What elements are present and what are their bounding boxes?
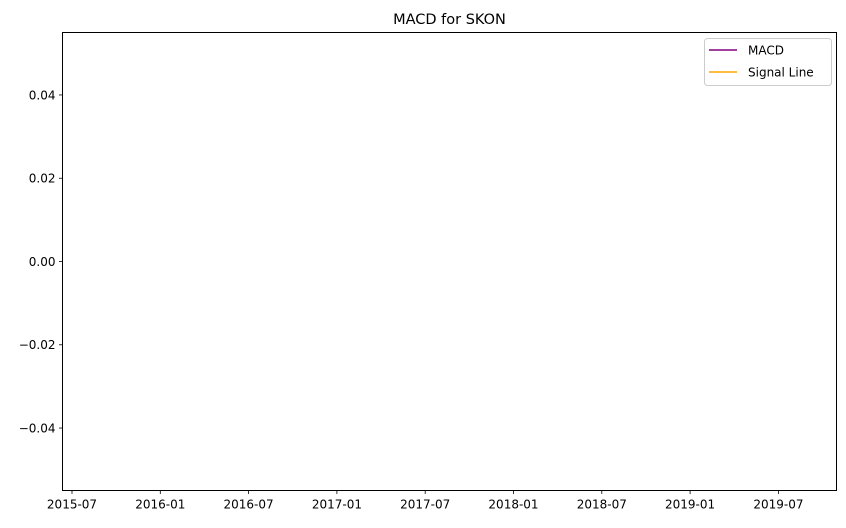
x-tick-label: 2018-07 <box>577 498 627 512</box>
x-tick-label: 2016-07 <box>224 498 274 512</box>
x-tick-label: 2017-07 <box>400 498 450 512</box>
y-tick-label: 0.02 <box>29 172 56 186</box>
x-tick-label: 2016-01 <box>135 498 185 512</box>
x-tick-label: 2015-07 <box>47 498 97 512</box>
chart-title: MACD for SKON <box>393 12 506 28</box>
y-axis: 0.04 0.02 0.00 −0.02 −0.04 <box>19 88 63 435</box>
x-axis: 2015-07 2016-01 2016-07 2017-01 2017-07 2018-… <box>47 490 803 512</box>
y-tick-label: −0.04 <box>19 421 56 435</box>
y-tick-label: 0.04 <box>29 88 56 102</box>
y-tick-label: 0.00 <box>29 255 56 269</box>
y-tick-label: −0.02 <box>19 338 56 352</box>
legend-label-macd: MACD <box>748 44 784 58</box>
x-tick-label: 2018-01 <box>488 498 538 512</box>
x-tick-label: 2019-01 <box>665 498 715 512</box>
x-tick-label: 2019-07 <box>753 498 803 512</box>
x-tick-label: 2017-01 <box>312 498 362 512</box>
legend: MACD Signal Line <box>704 38 832 86</box>
legend-label-signal-line: Signal Line <box>748 66 814 80</box>
